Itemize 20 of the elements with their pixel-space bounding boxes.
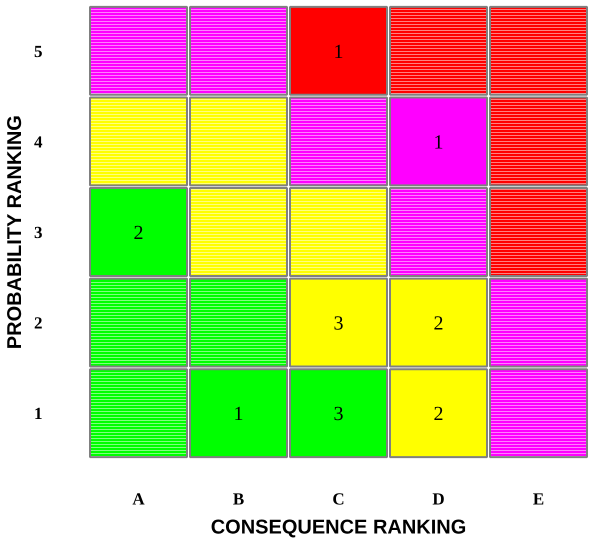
y-tick-label: 3: [34, 223, 42, 242]
y-tick-label: 4: [34, 132, 43, 152]
y-tick-label: 5: [34, 42, 42, 61]
y-tick-label: 1: [34, 404, 42, 424]
data-label: 1: [434, 131, 444, 154]
x-tick-label: C: [332, 490, 345, 508]
data-label: 2: [134, 222, 144, 244]
x-tick-label: A: [132, 490, 146, 508]
x-tick-label: B: [232, 490, 244, 508]
x-axis-title: CONSEQUENCE RANKING: [210, 516, 466, 538]
x-tick-label: D: [432, 490, 445, 508]
data-label: 2: [434, 403, 444, 426]
x-tick-label: E: [532, 490, 544, 508]
data-label: 2: [434, 312, 444, 335]
data-label: 3: [334, 403, 344, 426]
data-label: 3: [334, 312, 344, 335]
data-label: 1: [234, 403, 244, 426]
y-axis-title: PROBABILITY RANKING: [4, 115, 26, 350]
y-tick-label: 2: [34, 314, 42, 333]
data-label: 1: [334, 40, 344, 63]
